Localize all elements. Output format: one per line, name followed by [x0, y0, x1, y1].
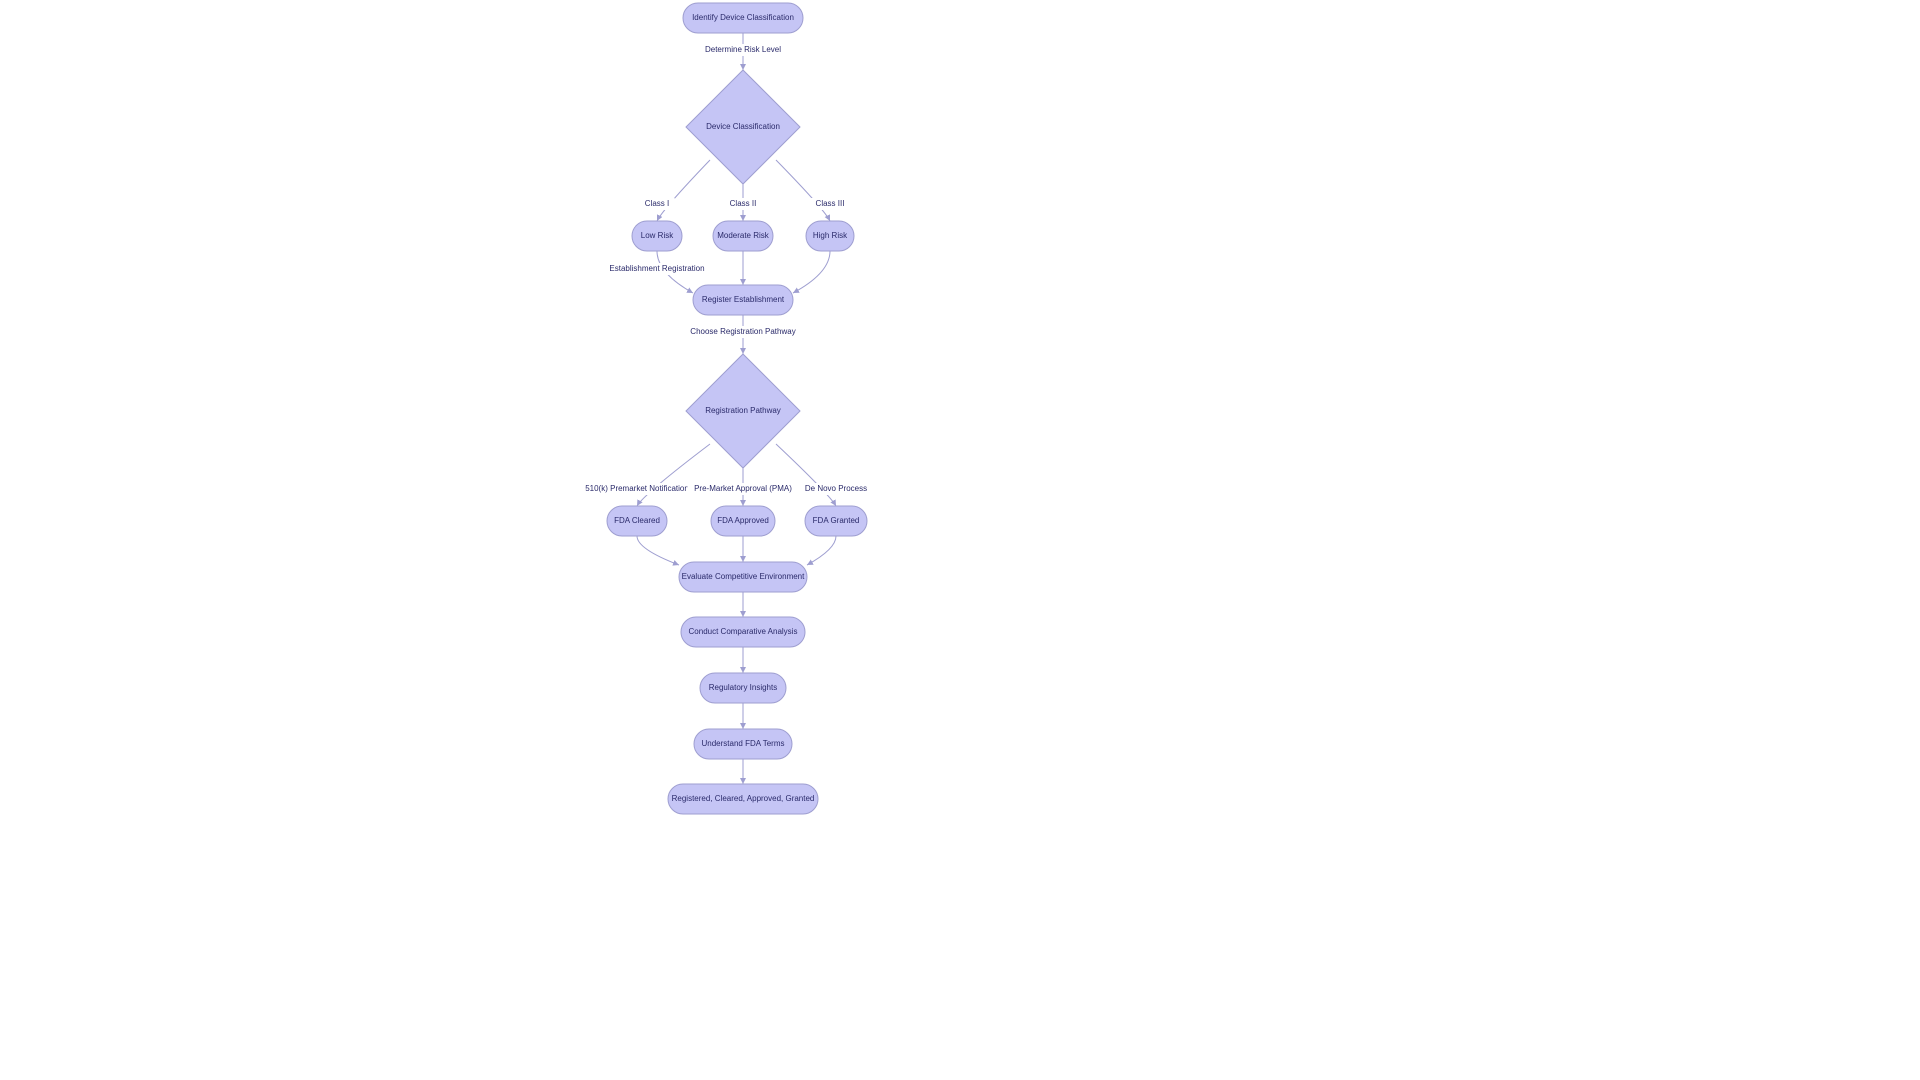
flowchart-node-label: Identify Device Classification: [692, 13, 794, 22]
flowchart-node-label: Register Establishment: [702, 295, 785, 304]
flowchart-node-label: Regulatory Insights: [709, 683, 777, 692]
flowchart-svg: Identify Device Classification Device Cla…: [0, 0, 1920, 1080]
flowchart-node-label: Conduct Comparative Analysis: [689, 627, 798, 636]
edge-n10-n11: [807, 536, 836, 565]
flowchart-node-label: High Risk: [813, 231, 848, 240]
edge-label-n3-n6: Establishment Registration: [609, 264, 704, 273]
edge-label-n2-n4: Class II: [730, 199, 757, 208]
edge-label-n7-n8: 510(k) Premarket Notification: [585, 484, 689, 493]
nodes-layer: Identify Device Classification Device Cla…: [607, 3, 867, 814]
flowchart-node-label: FDA Granted: [813, 516, 860, 525]
edge-label-n1-n2: Determine Risk Level: [705, 45, 781, 54]
edge-label-n2-n3: Class I: [645, 199, 669, 208]
flowchart-node-label: FDA Cleared: [614, 516, 660, 525]
edge-label-n7-n10: De Novo Process: [805, 484, 867, 493]
edge-label-n2-n5: Class III: [816, 199, 845, 208]
flowchart-node-label: FDA Approved: [717, 516, 769, 525]
flowchart-node-label: Device Classification: [706, 122, 780, 131]
edge-n2-n3: [657, 160, 710, 221]
flowchart-node-label: Moderate Risk: [717, 231, 770, 240]
edge-label-n6-n7: Choose Registration Pathway: [690, 327, 795, 336]
edge-n5-n6: [793, 251, 830, 293]
edge-n2-n5: [776, 160, 830, 221]
flowchart-node-label: Registration Pathway: [705, 406, 781, 415]
edge-n7-n8: [637, 444, 710, 506]
flowchart-node-label: Low Risk: [641, 231, 674, 240]
flowchart-node-label: Evaluate Competitive Environment: [682, 572, 806, 581]
edge-n8-n11: [637, 536, 679, 565]
flowchart-node-label: Registered, Cleared, Approved, Granted: [672, 794, 815, 803]
edge-label-n7-n9: Pre-Market Approval (PMA): [694, 484, 792, 493]
edge-n7-n10: [776, 444, 836, 506]
flowchart-node-label: Understand FDA Terms: [702, 739, 785, 748]
